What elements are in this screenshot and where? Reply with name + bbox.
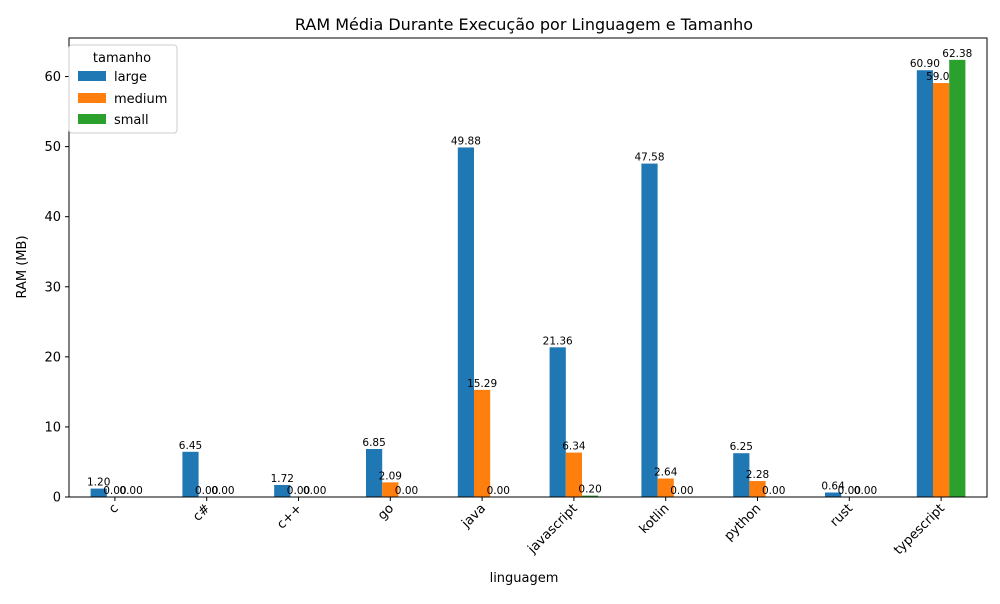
data-label-large-kotlin: 47.58 [634,152,664,164]
data-label-large-typescript: 60.90 [910,58,940,70]
data-label-large-c: 1.20 [87,477,110,489]
legend-swatch-large [78,71,106,81]
data-label-medium-javascript: 6.34 [562,441,586,453]
data-label-medium-rust: 0.00 [838,485,861,497]
y-tick-label-0: 0 [53,491,61,506]
bar-medium-kotlin [657,478,674,497]
data-label-large-go: 6.85 [362,437,385,449]
data-label-small-rust: 0.00 [854,485,877,497]
legend-title: tamanho [93,51,151,66]
data-label-large-c++: 1.72 [271,473,294,485]
legend-label-small: small [114,113,149,128]
data-label-medium-java: 15.29 [467,378,497,390]
data-label-large-c#: 6.45 [179,440,202,452]
data-label-medium-c: 0.00 [103,485,126,497]
bar-medium-javascript [565,452,582,497]
legend-label-large: large [114,70,147,85]
y-tick-label-60: 60 [44,70,61,85]
data-label-small-c#: 0.00 [211,485,234,497]
data-label-large-javascript: 21.36 [543,335,573,347]
x-axis-label: linguagem [490,571,559,586]
bar-large-python [733,453,750,497]
data-label-medium-kotlin: 2.64 [654,467,678,479]
bar-large-c++ [274,484,291,497]
bar-medium-go [382,482,399,497]
data-label-small-typescript: 62.38 [942,48,972,60]
data-label-large-python: 6.25 [730,441,753,453]
chart-title: RAM Média Durante Execução por Linguagem… [295,15,753,34]
bar-large-rust [825,492,842,497]
data-label-large-java: 49.88 [451,135,481,147]
data-label-large-rust: 0.64 [821,481,845,493]
y-axis-label: RAM (MB) [15,235,30,298]
data-label-medium-c++: 0.00 [287,485,310,497]
bar-large-c# [182,451,199,497]
legend-label-medium: medium [114,92,167,107]
bar-small-typescript [949,59,966,498]
data-label-small-go: 0.00 [395,485,418,497]
data-label-small-javascript: 0.20 [578,484,601,496]
data-label-medium-python: 2.28 [746,469,769,481]
bar-large-javascript [549,347,566,497]
data-label-small-c++: 0.00 [303,485,326,497]
legend-swatch-small [78,114,106,124]
bar-small-javascript [582,495,599,497]
bar-large-typescript [916,70,933,498]
legend: tamanho large medium small [68,44,178,134]
data-label-medium-typescript: 59.07 [926,71,956,83]
data-label-medium-c#: 0.00 [195,485,218,497]
data-label-small-kotlin: 0.00 [670,485,693,497]
bar-large-c [90,488,107,497]
y-tick-label-20: 20 [44,350,61,365]
y-tick-label-30: 30 [44,280,61,295]
data-label-small-python: 0.00 [762,485,785,497]
plot-frame [68,37,988,498]
legend-swatch-medium [78,93,106,103]
bar-large-java [457,147,474,497]
data-label-small-java: 0.00 [487,485,510,497]
y-tick-label-40: 40 [44,210,61,225]
bar-medium-java [474,389,491,497]
data-label-small-c: 0.00 [119,485,142,497]
bar-medium-python [749,481,766,497]
legend-box [68,44,178,134]
y-tick-label-50: 50 [44,140,61,155]
bar-large-go [366,449,383,497]
data-label-medium-go: 2.09 [379,470,402,482]
bar-large-kotlin [641,163,658,497]
y-tick-label-10: 10 [44,420,61,435]
bar-medium-typescript [933,83,950,497]
